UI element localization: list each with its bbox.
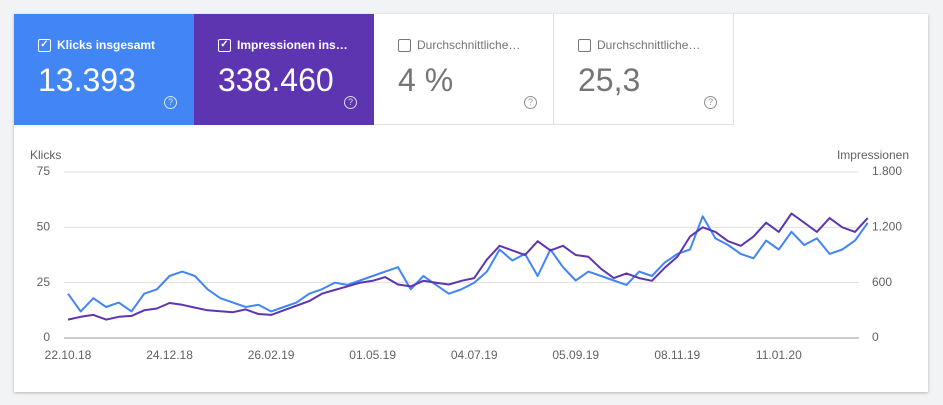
metric-card[interactable]: Durchschnittliche… 4 %? bbox=[374, 14, 554, 125]
metric-label: ✓ Klicks insgesamt bbox=[38, 38, 155, 52]
checkbox bbox=[398, 38, 411, 52]
metric-label: Durchschnittliche… bbox=[578, 38, 700, 52]
metric-label: ✓ Impressionen ins… bbox=[218, 38, 348, 52]
series-line bbox=[67, 215, 869, 313]
checkbox: ✓ bbox=[38, 38, 51, 52]
x-tick-label: 01.05.19 bbox=[349, 348, 396, 362]
y2-tick-label: 0 bbox=[872, 330, 879, 344]
metric-value: 338.460 bbox=[218, 62, 334, 98]
metric-value: 4 % bbox=[398, 62, 454, 98]
metric-label-text: Impressionen ins… bbox=[237, 38, 348, 52]
y2-tick-label: 1.200 bbox=[872, 220, 902, 234]
series-line bbox=[67, 212, 869, 321]
help-icon: ? bbox=[704, 96, 717, 109]
y-tick-label: 75 bbox=[37, 164, 51, 178]
metric-label-text: Klicks insgesamt bbox=[57, 38, 156, 52]
metric-value: 25,3 bbox=[578, 62, 641, 98]
checkbox: ✓ bbox=[218, 38, 231, 52]
x-tick-label: 26.02.19 bbox=[248, 348, 295, 362]
metric-card[interactable]: Durchschnittliche… 25,3? bbox=[554, 14, 734, 125]
y-tick-label: 0 bbox=[43, 330, 50, 344]
x-tick-label: 04.07.19 bbox=[451, 348, 498, 362]
metric-label-text: Durchschnittliche… bbox=[597, 38, 701, 52]
help-icon: ? bbox=[164, 96, 177, 109]
y2-tick-label: 1.800 bbox=[872, 164, 902, 178]
x-tick-label: 11.01.20 bbox=[756, 348, 802, 362]
y-tick-label: 50 bbox=[37, 220, 51, 234]
performance-panel: ✓ Klicks insgesamt 13.393? ✓ Impressionen in… bbox=[14, 14, 928, 392]
metric-label-text: Durchschnittliche… bbox=[417, 38, 521, 52]
x-tick-label: 22.10.18 bbox=[45, 348, 92, 362]
metric-label: Durchschnittliche… bbox=[398, 38, 520, 52]
checkbox bbox=[578, 38, 591, 52]
y2-tick-label: 600 bbox=[872, 275, 892, 289]
y-tick-label: 25 bbox=[37, 275, 51, 289]
x-tick-label: 24.12.18 bbox=[146, 348, 193, 362]
help-icon: ? bbox=[524, 96, 537, 109]
metric-card[interactable]: ✓ Klicks insgesamt 13.393? bbox=[14, 14, 194, 125]
metric-value: 13.393 bbox=[38, 62, 136, 98]
x-tick-label: 08.11.19 bbox=[654, 348, 700, 362]
help-icon: ? bbox=[344, 96, 357, 109]
y-axis-label: Klicks bbox=[30, 148, 61, 162]
x-tick-label: 05.09.19 bbox=[552, 348, 599, 362]
y2-axis-label: Impressionen bbox=[837, 148, 909, 162]
metric-card[interactable]: ✓ Impressionen ins… 338.460? bbox=[194, 14, 374, 125]
